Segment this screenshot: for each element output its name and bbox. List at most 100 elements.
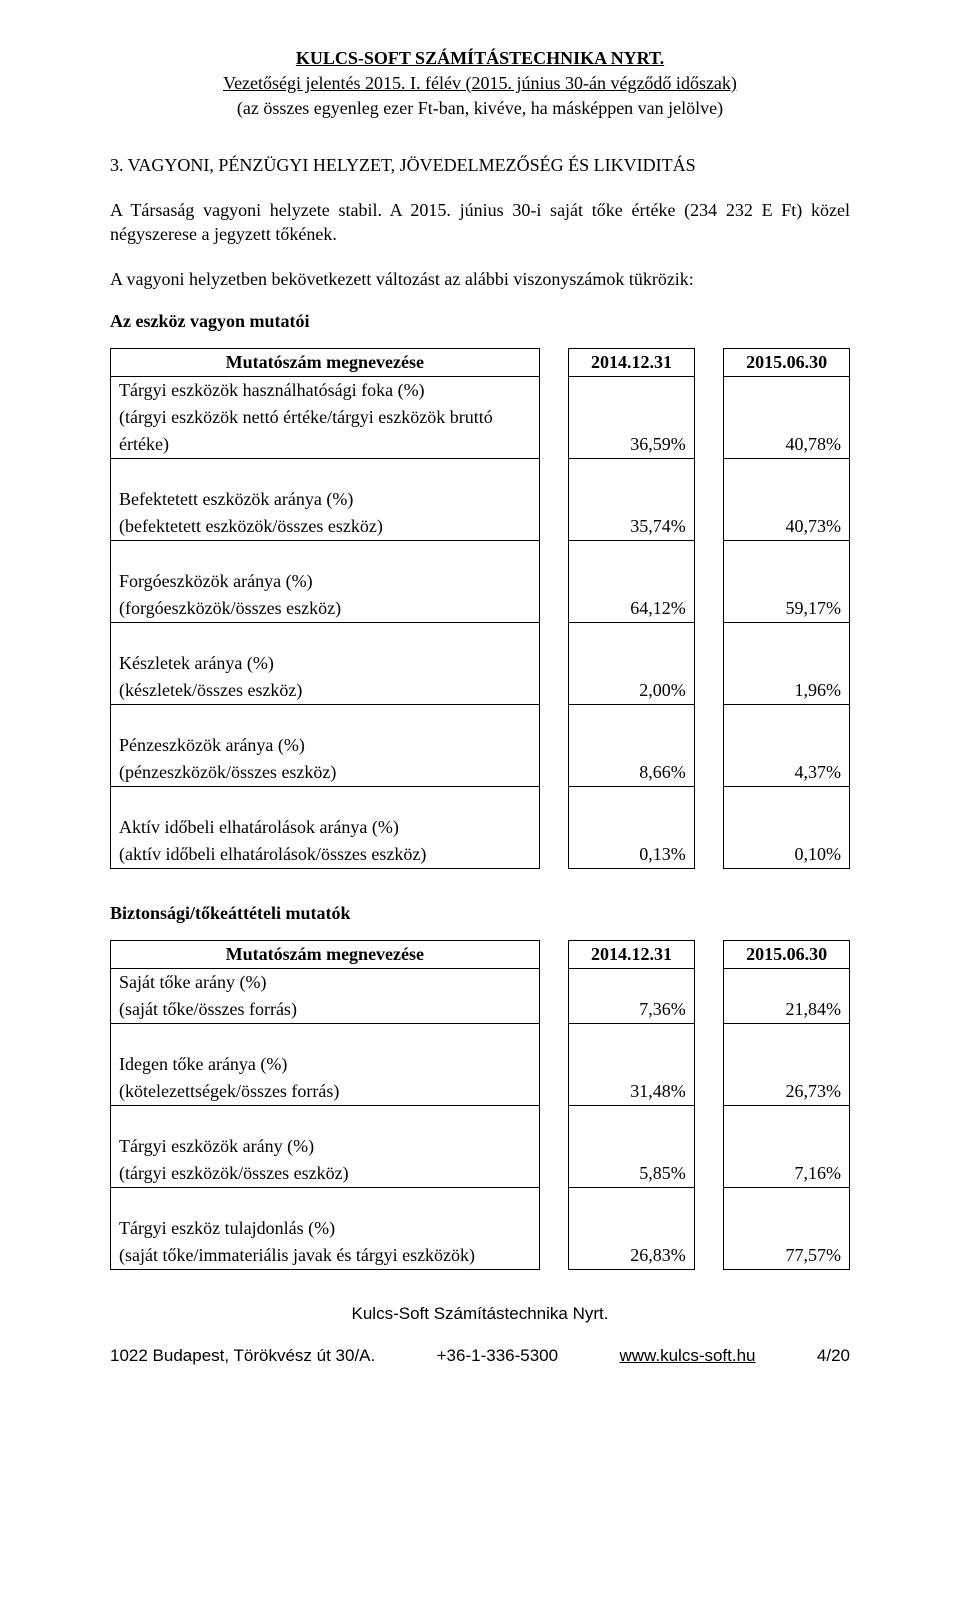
spacer-row [111,622,850,650]
row-value-2014: 26,83% [569,1242,695,1270]
table-row: Aktív időbeli elhatárolások aránya (%) [111,814,850,841]
table-row: Befektetett eszközök aránya (%) [111,486,850,513]
col-gap [694,348,724,376]
row-label: Befektetett eszközök aránya (%) [111,486,540,513]
row-label: (saját tőke/összes forrás) [111,996,540,1024]
table-row: Forgóeszközök aránya (%) [111,568,850,595]
table-header-row: Mutatószám megnevezése 2014.12.31 2015.0… [111,348,850,376]
company-title: KULCS-SOFT SZÁMÍTÁSTECHNIKA NYRT. [110,48,850,69]
table-row: Tárgyi eszközök használhatósági foka (%) [111,376,850,404]
row-label: (befektetett eszközök/összes eszköz) [111,513,540,541]
row-value-2014: 7,36% [569,996,695,1024]
row-value-2015: 40,73% [724,513,850,541]
table-row: (aktív időbeli elhatárolások/összes eszk… [111,841,850,869]
table-row: Pénzeszközök aránya (%) [111,732,850,759]
row-value-2015: 4,37% [724,759,850,787]
row-value-2014: 35,74% [569,513,695,541]
row-label: (tárgyi eszközök nettó értéke/tárgyi esz… [111,404,540,431]
col-header-label: Mutatószám megnevezése [111,348,540,376]
row-label: (pénzeszközök/összes eszköz) [111,759,540,787]
spacer-row [111,1105,850,1133]
spacer-row [111,786,850,814]
row-label: Készletek aránya (%) [111,650,540,677]
footer-line: 1022 Budapest, Törökvész út 30/A. +36-1-… [110,1346,850,1366]
paragraph-2: A vagyoni helyzetben bekövetkezett válto… [110,267,850,291]
row-label: Idegen tőke aránya (%) [111,1051,540,1078]
row-label: (aktív időbeli elhatárolások/összes eszk… [111,841,540,869]
row-label: (saját tőke/immateriális javak és tárgyi… [111,1242,540,1270]
row-label: Tárgyi eszközök használhatósági foka (%) [111,376,540,404]
footer-company: Kulcs-Soft Számítástechnika Nyrt. [110,1304,850,1324]
table-row: (forgóeszközök/összes eszköz) 64,12% 59,… [111,595,850,623]
table-row: (tárgyi eszközök/összes eszköz) 5,85% 7,… [111,1160,850,1188]
table-row: (saját tőke/összes forrás) 7,36% 21,84% [111,996,850,1024]
asset-indicators-table: Mutatószám megnevezése 2014.12.31 2015.0… [110,348,850,869]
row-label: értéke) [111,431,540,459]
row-value-2015: 26,73% [724,1078,850,1106]
row-value-2015: 59,17% [724,595,850,623]
spacer-row [111,1023,850,1051]
col-gap [539,940,569,968]
page-header: KULCS-SOFT SZÁMÍTÁSTECHNIKA NYRT. Vezető… [110,48,850,119]
col-header-label: Mutatószám megnevezése [111,940,540,968]
row-value-2015: 21,84% [724,996,850,1024]
table-row: értéke) 36,59% 40,78% [111,431,850,459]
col-header-2014: 2014.12.31 [569,940,695,968]
document-page: KULCS-SOFT SZÁMÍTÁSTECHNIKA NYRT. Vezető… [0,0,960,1622]
footer-page-number: 4/20 [817,1346,850,1366]
spacer-row [111,540,850,568]
row-value-2015: 0,10% [724,841,850,869]
table-row: Készletek aránya (%) [111,650,850,677]
row-label: Tárgyi eszközök arány (%) [111,1133,540,1160]
col-header-2014: 2014.12.31 [569,348,695,376]
table-header-row: Mutatószám megnevezése 2014.12.31 2015.0… [111,940,850,968]
row-label: Saját tőke arány (%) [111,968,540,996]
spacer-row [111,458,850,486]
row-value-2014: 8,66% [569,759,695,787]
col-header-2015: 2015.06.30 [724,348,850,376]
row-value-2015: 1,96% [724,677,850,705]
row-value-2014: 64,12% [569,595,695,623]
spacer-row [111,704,850,732]
col-header-2015: 2015.06.30 [724,940,850,968]
row-label: (tárgyi eszközök/összes eszköz) [111,1160,540,1188]
row-label: Forgóeszközök aránya (%) [111,568,540,595]
row-value-2014: 31,48% [569,1078,695,1106]
table-row: Tárgyi eszközök arány (%) [111,1133,850,1160]
header-note: (az összes egyenleg ezer Ft-ban, kivéve,… [110,98,850,119]
row-value-2015: 40,78% [724,431,850,459]
row-label: Aktív időbeli elhatárolások aránya (%) [111,814,540,841]
section-heading: 3. VAGYONI, PÉNZÜGYI HELYZET, JÖVEDELMEZ… [110,155,850,176]
row-value-2014: 5,85% [569,1160,695,1188]
table-row: (tárgyi eszközök nettó értéke/tárgyi esz… [111,404,850,431]
row-label: Pénzeszközök aránya (%) [111,732,540,759]
footer-address: 1022 Budapest, Törökvész út 30/A. [110,1346,375,1366]
col-gap [539,348,569,376]
table1-title: Az eszköz vagyon mutatói [110,311,850,332]
row-value-2014: 36,59% [569,431,695,459]
table-row: (saját tőke/immateriális javak és tárgyi… [111,1242,850,1270]
footer-phone: +36-1-336-5300 [437,1346,558,1366]
row-value-2014: 0,13% [569,841,695,869]
spacer-row [111,1187,850,1215]
table-row: Saját tőke arány (%) [111,968,850,996]
table-row: Idegen tőke aránya (%) [111,1051,850,1078]
table-row: Tárgyi eszköz tulajdonlás (%) [111,1215,850,1242]
row-label: (készletek/összes eszköz) [111,677,540,705]
row-value-2015: 7,16% [724,1160,850,1188]
safety-leverage-table: Mutatószám megnevezése 2014.12.31 2015.0… [110,940,850,1270]
table-row: (pénzeszközök/összes eszköz) 8,66% 4,37% [111,759,850,787]
row-label: (forgóeszközök/összes eszköz) [111,595,540,623]
row-value-2014: 2,00% [569,677,695,705]
row-label: (kötelezettségek/összes forrás) [111,1078,540,1106]
paragraph-1: A Társaság vagyoni helyzete stabil. A 20… [110,198,850,247]
report-subtitle: Vezetőségi jelentés 2015. I. félév (2015… [110,73,850,94]
table-row: (készletek/összes eszköz) 2,00% 1,96% [111,677,850,705]
table2-title: Biztonsági/tőkeáttételi mutatók [110,903,850,924]
table-row: (befektetett eszközök/összes eszköz) 35,… [111,513,850,541]
table-row: (kötelezettségek/összes forrás) 31,48% 2… [111,1078,850,1106]
col-gap [694,940,724,968]
row-label: Tárgyi eszköz tulajdonlás (%) [111,1215,540,1242]
footer-website: www.kulcs-soft.hu [619,1346,755,1366]
row-value-2015: 77,57% [724,1242,850,1270]
